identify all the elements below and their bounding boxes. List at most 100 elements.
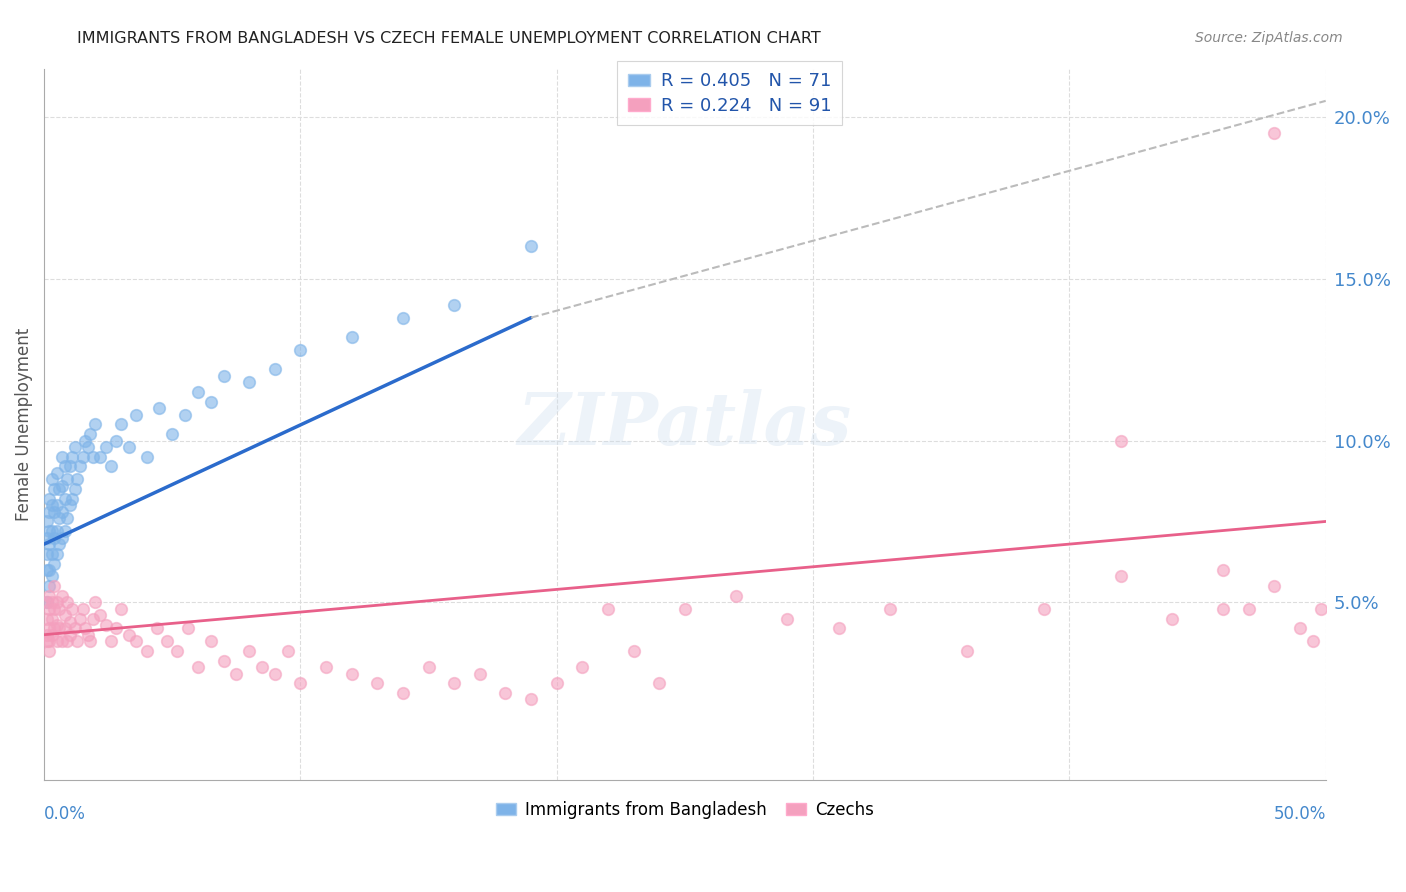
Point	[63, 621, 86, 635]
Point	[956, 644, 979, 658]
Point	[41, 524, 63, 538]
Point	[44, 482, 66, 496]
Point	[45, 634, 67, 648]
Point	[1263, 126, 1285, 140]
Point	[76, 440, 98, 454]
Point	[44, 621, 66, 635]
Point	[82, 611, 104, 625]
Point	[135, 644, 157, 658]
Point	[366, 676, 388, 690]
Text: 50.0%: 50.0%	[1274, 805, 1326, 823]
Point	[238, 644, 260, 658]
Point	[35, 515, 58, 529]
Point	[225, 666, 247, 681]
Point	[45, 618, 67, 632]
Point	[79, 634, 101, 648]
Point	[51, 589, 73, 603]
Point	[48, 621, 70, 635]
Point	[263, 362, 285, 376]
Point	[94, 618, 117, 632]
Point	[45, 524, 67, 538]
Point	[63, 482, 86, 496]
Point	[176, 621, 198, 635]
Point	[35, 595, 58, 609]
Point	[315, 660, 337, 674]
Point	[59, 459, 82, 474]
Point	[60, 450, 83, 464]
Point	[187, 385, 209, 400]
Point	[827, 621, 849, 635]
Point	[1309, 602, 1331, 616]
Point	[125, 408, 148, 422]
Point	[38, 563, 60, 577]
Point	[110, 417, 132, 432]
Point	[76, 628, 98, 642]
Point	[56, 634, 79, 648]
Point	[340, 330, 363, 344]
Point	[51, 634, 73, 648]
Point	[443, 298, 465, 312]
Point	[673, 602, 696, 616]
Point	[48, 537, 70, 551]
Point	[60, 602, 83, 616]
Point	[41, 595, 63, 609]
Point	[623, 644, 645, 658]
Point	[148, 401, 170, 416]
Point	[82, 450, 104, 464]
Point	[104, 434, 127, 448]
Point	[443, 676, 465, 690]
Point	[340, 666, 363, 681]
Point	[51, 531, 73, 545]
Point	[53, 608, 76, 623]
Point	[174, 408, 197, 422]
Point	[44, 531, 66, 545]
Point	[100, 459, 122, 474]
Point	[38, 579, 60, 593]
Point	[187, 660, 209, 674]
Point	[56, 595, 79, 609]
Point	[104, 621, 127, 635]
Point	[290, 676, 312, 690]
Point	[44, 505, 66, 519]
Point	[94, 440, 117, 454]
Point	[84, 595, 107, 609]
Point	[1109, 569, 1132, 583]
Text: IMMIGRANTS FROM BANGLADESH VS CZECH FEMALE UNEMPLOYMENT CORRELATION CHART: IMMIGRANTS FROM BANGLADESH VS CZECH FEMA…	[77, 31, 821, 46]
Point	[38, 537, 60, 551]
Point	[879, 602, 901, 616]
Point	[51, 505, 73, 519]
Text: ZIPatlas: ZIPatlas	[517, 389, 852, 460]
Point	[38, 491, 60, 506]
Point	[263, 666, 285, 681]
Point	[118, 628, 141, 642]
Point	[418, 660, 440, 674]
Point	[1160, 611, 1182, 625]
Point	[468, 666, 491, 681]
Point	[648, 676, 671, 690]
Point	[200, 394, 222, 409]
Point	[156, 634, 179, 648]
Point	[238, 376, 260, 390]
Point	[38, 524, 60, 538]
Point	[75, 621, 97, 635]
Point	[69, 611, 91, 625]
Point	[1032, 602, 1054, 616]
Point	[60, 491, 83, 506]
Point	[75, 434, 97, 448]
Point	[89, 450, 111, 464]
Point	[59, 615, 82, 629]
Point	[53, 459, 76, 474]
Point	[69, 459, 91, 474]
Point	[45, 547, 67, 561]
Point	[45, 595, 67, 609]
Point	[392, 686, 415, 700]
Point	[520, 239, 543, 253]
Point	[162, 427, 184, 442]
Point	[89, 608, 111, 623]
Point	[41, 628, 63, 642]
Point	[277, 644, 299, 658]
Point	[41, 547, 63, 561]
Point	[495, 686, 517, 700]
Point	[38, 644, 60, 658]
Point	[41, 611, 63, 625]
